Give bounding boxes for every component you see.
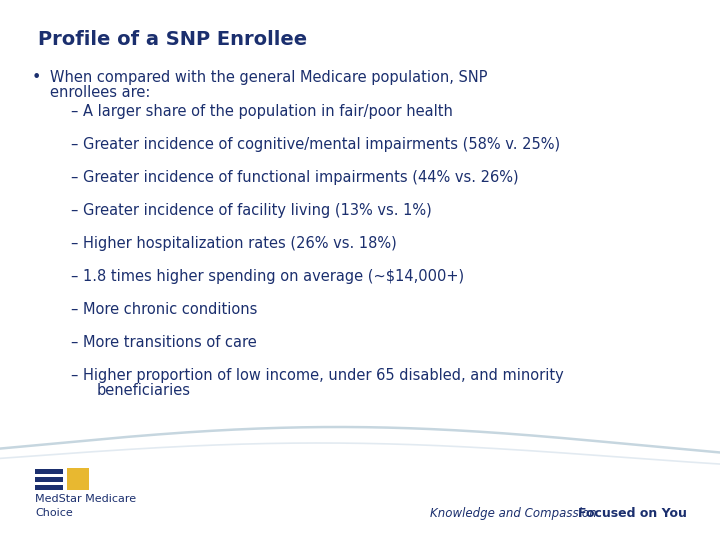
Text: Higher proportion of low income, under 65 disabled, and minority: Higher proportion of low income, under 6… — [83, 368, 564, 383]
Bar — [35, 485, 63, 490]
Text: –: – — [70, 104, 77, 119]
Text: Higher hospitalization rates (26% vs. 18%): Higher hospitalization rates (26% vs. 18… — [83, 236, 397, 251]
Text: Greater incidence of cognitive/mental impairments (58% v. 25%): Greater incidence of cognitive/mental im… — [83, 137, 560, 152]
Text: –: – — [70, 203, 77, 218]
Text: Greater incidence of functional impairments (44% vs. 26%): Greater incidence of functional impairme… — [83, 170, 518, 185]
Text: Knowledge and Compassion: Knowledge and Compassion — [430, 507, 600, 520]
Text: enrollees are:: enrollees are: — [50, 85, 150, 100]
Text: –: – — [70, 302, 77, 317]
Text: –: – — [70, 236, 77, 251]
Text: When compared with the general Medicare population, SNP: When compared with the general Medicare … — [50, 70, 487, 85]
Text: A larger share of the population in fair/poor health: A larger share of the population in fair… — [83, 104, 453, 119]
Text: –: – — [70, 137, 77, 152]
Text: Focused on You: Focused on You — [578, 507, 687, 520]
Bar — [35, 477, 63, 482]
Text: –: – — [70, 368, 77, 383]
Text: –: – — [70, 335, 77, 350]
Text: beneficiaries: beneficiaries — [97, 383, 191, 398]
Text: MedStar Medicare: MedStar Medicare — [35, 494, 136, 504]
Text: –: – — [70, 170, 77, 185]
Bar — [35, 469, 63, 474]
Text: 1.8 times higher spending on average (~$14,000+): 1.8 times higher spending on average (~$… — [83, 269, 464, 284]
Text: –: – — [70, 269, 77, 284]
Text: •: • — [32, 70, 41, 85]
Bar — [67, 468, 89, 490]
Text: Greater incidence of facility living (13% vs. 1%): Greater incidence of facility living (13… — [83, 203, 432, 218]
Text: Choice: Choice — [35, 508, 73, 518]
Text: More chronic conditions: More chronic conditions — [83, 302, 257, 317]
Text: More transitions of care: More transitions of care — [83, 335, 257, 350]
Text: Profile of a SNP Enrollee: Profile of a SNP Enrollee — [38, 30, 307, 49]
